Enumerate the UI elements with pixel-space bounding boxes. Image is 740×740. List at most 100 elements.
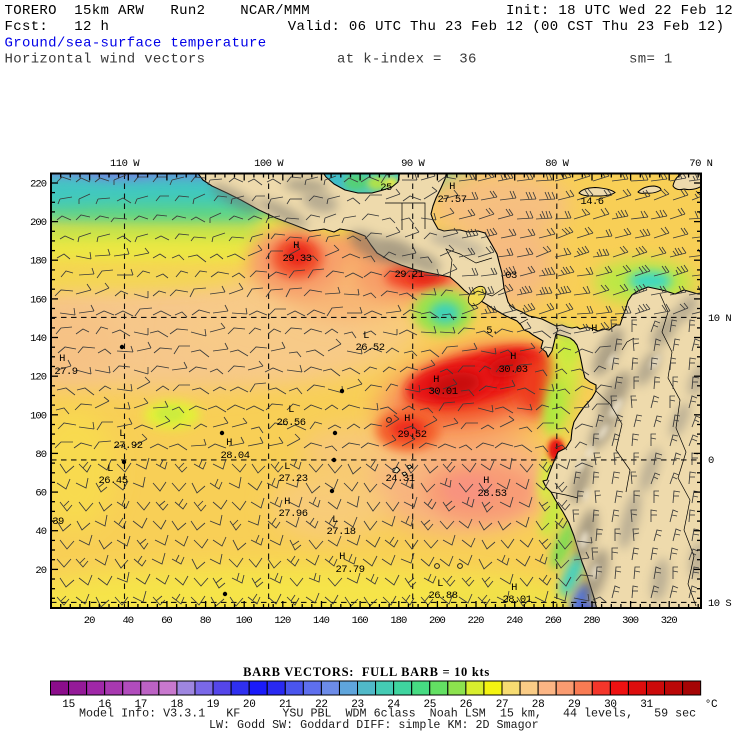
svg-text:28.53: 28.53 (477, 488, 506, 500)
svg-text:26.45: 26.45 (98, 475, 127, 487)
svg-text:40: 40 (35, 526, 46, 538)
svg-text:100: 100 (30, 410, 47, 422)
svg-text:260: 260 (545, 615, 562, 627)
svg-text:15km ARW: 15km ARW (74, 3, 144, 19)
svg-text:LW: Godd SW: Goddard DIFF: sim: LW: Godd SW: Goddard DIFF: simple KM: 2D… (209, 718, 539, 732)
svg-text:Run2: Run2 (170, 3, 205, 19)
svg-text:NCAR/MMM: NCAR/MMM (240, 3, 310, 19)
svg-text:300: 300 (622, 615, 639, 627)
svg-text:Horizontal wind vectors: Horizontal wind vectors (5, 51, 206, 67)
svg-text:29.52: 29.52 (397, 429, 426, 441)
svg-text:L: L (119, 428, 125, 440)
svg-text:180: 180 (390, 615, 407, 627)
svg-text:L: L (332, 514, 338, 526)
svg-text:L: L (363, 330, 369, 342)
svg-text:Fcst:: Fcst: (5, 19, 49, 35)
svg-text:320: 320 (661, 615, 678, 627)
svg-text:H: H (511, 582, 517, 594)
svg-text:280: 280 (584, 615, 601, 627)
svg-text:21: 21 (279, 699, 292, 711)
svg-text:H: H (293, 240, 299, 252)
svg-text:80 W: 80 W (545, 158, 569, 170)
svg-text:H: H (339, 551, 345, 563)
svg-text:16: 16 (98, 699, 111, 711)
svg-text:160: 160 (352, 615, 369, 627)
svg-text:BARB VECTORS: FULL BARB = 10: BARB VECTORS: FULL BARB = 10 kts (243, 665, 490, 679)
svg-text:31: 31 (640, 699, 653, 711)
svg-text:70 N: 70 N (689, 158, 712, 170)
svg-text:28.04: 28.04 (220, 450, 249, 462)
svg-text:at k-index = 36: at k-index = 36 (337, 51, 477, 67)
svg-text:28.01: 28.01 (502, 594, 531, 606)
svg-text:26.88: 26.88 (428, 590, 457, 602)
svg-text:L: L (288, 404, 294, 416)
svg-text:29.33: 29.33 (282, 253, 311, 265)
svg-text:24.31: 24.31 (385, 473, 414, 485)
svg-text:26.56: 26.56 (276, 417, 305, 429)
svg-text:Valid: 06 UTC Thu 23 Feb 12 (0: Valid: 06 UTC Thu 23 Feb 12 (00 CST Thu … (288, 19, 725, 35)
svg-text:240: 240 (506, 615, 523, 627)
svg-text:20: 20 (243, 699, 256, 711)
svg-text:22: 22 (315, 699, 328, 711)
svg-text:17: 17 (134, 699, 147, 711)
svg-text:23: 23 (351, 699, 364, 711)
svg-text:°C: °C (705, 699, 718, 711)
svg-text:14.6: 14.6 (580, 196, 603, 208)
svg-text:180: 180 (30, 256, 47, 268)
svg-text:0: 0 (708, 455, 714, 467)
svg-text:60: 60 (35, 488, 46, 500)
svg-text:27.79: 27.79 (335, 564, 364, 576)
svg-text:H: H (449, 181, 455, 193)
svg-text:Ground/sea-surface temperature: Ground/sea-surface temperature (5, 35, 267, 51)
svg-text:sm= 1: sm= 1 (629, 51, 673, 67)
svg-text:120: 120 (30, 372, 47, 384)
svg-text:H: H (433, 374, 439, 386)
svg-text:H: H (404, 413, 410, 425)
svg-text:40: 40 (122, 615, 133, 627)
svg-text:27.23: 27.23 (278, 473, 307, 485)
svg-text:H: H (483, 475, 489, 487)
svg-text:27: 27 (496, 699, 509, 711)
svg-text:19: 19 (207, 699, 220, 711)
svg-text:20: 20 (84, 615, 95, 627)
svg-text:L: L (437, 578, 443, 590)
svg-text:24: 24 (387, 699, 400, 711)
svg-text:200: 200 (429, 615, 446, 627)
svg-text:160: 160 (30, 294, 47, 306)
svg-text:27.96: 27.96 (278, 508, 307, 520)
svg-text:H: H (226, 437, 232, 449)
svg-text:H: H (284, 496, 290, 508)
svg-text:10 N: 10 N (708, 313, 731, 325)
svg-text:25: 25 (423, 699, 436, 711)
svg-text:220: 220 (468, 615, 485, 627)
svg-text:29: 29 (568, 699, 581, 711)
svg-text:L: L (284, 461, 290, 473)
svg-text:26.52: 26.52 (355, 342, 384, 354)
svg-text:12 h: 12 h (74, 19, 109, 35)
svg-text:Init: 18 UTC Wed 22 Feb 12: Init: 18 UTC Wed 22 Feb 12 (506, 3, 733, 19)
svg-text:39: 39 (52, 516, 64, 528)
svg-text:27.9: 27.9 (54, 366, 77, 378)
svg-text:29.21: 29.21 (394, 269, 423, 281)
svg-text:L: L (107, 463, 113, 475)
svg-text:60: 60 (161, 615, 172, 627)
svg-text:80: 80 (35, 449, 46, 461)
svg-text:H: H (510, 351, 516, 363)
svg-text:80: 80 (200, 615, 211, 627)
svg-text:90 W: 90 W (401, 158, 425, 170)
svg-text:120: 120 (274, 615, 291, 627)
svg-text:27.57: 27.57 (437, 194, 466, 206)
svg-text:10 S: 10 S (708, 598, 731, 610)
svg-text:27.92: 27.92 (113, 440, 142, 452)
svg-text:140: 140 (30, 333, 47, 345)
svg-text:20: 20 (35, 565, 46, 577)
svg-text:100 W: 100 W (254, 158, 284, 170)
svg-text:TORERO: TORERO (5, 3, 57, 19)
svg-text:H: H (59, 353, 65, 365)
svg-text:26: 26 (460, 699, 473, 711)
svg-text:25: 25 (380, 182, 392, 194)
svg-text:110 W: 110 W (110, 158, 140, 170)
svg-text:5.: 5. (486, 325, 498, 337)
svg-text:28: 28 (532, 699, 545, 711)
svg-text:220: 220 (30, 179, 47, 191)
